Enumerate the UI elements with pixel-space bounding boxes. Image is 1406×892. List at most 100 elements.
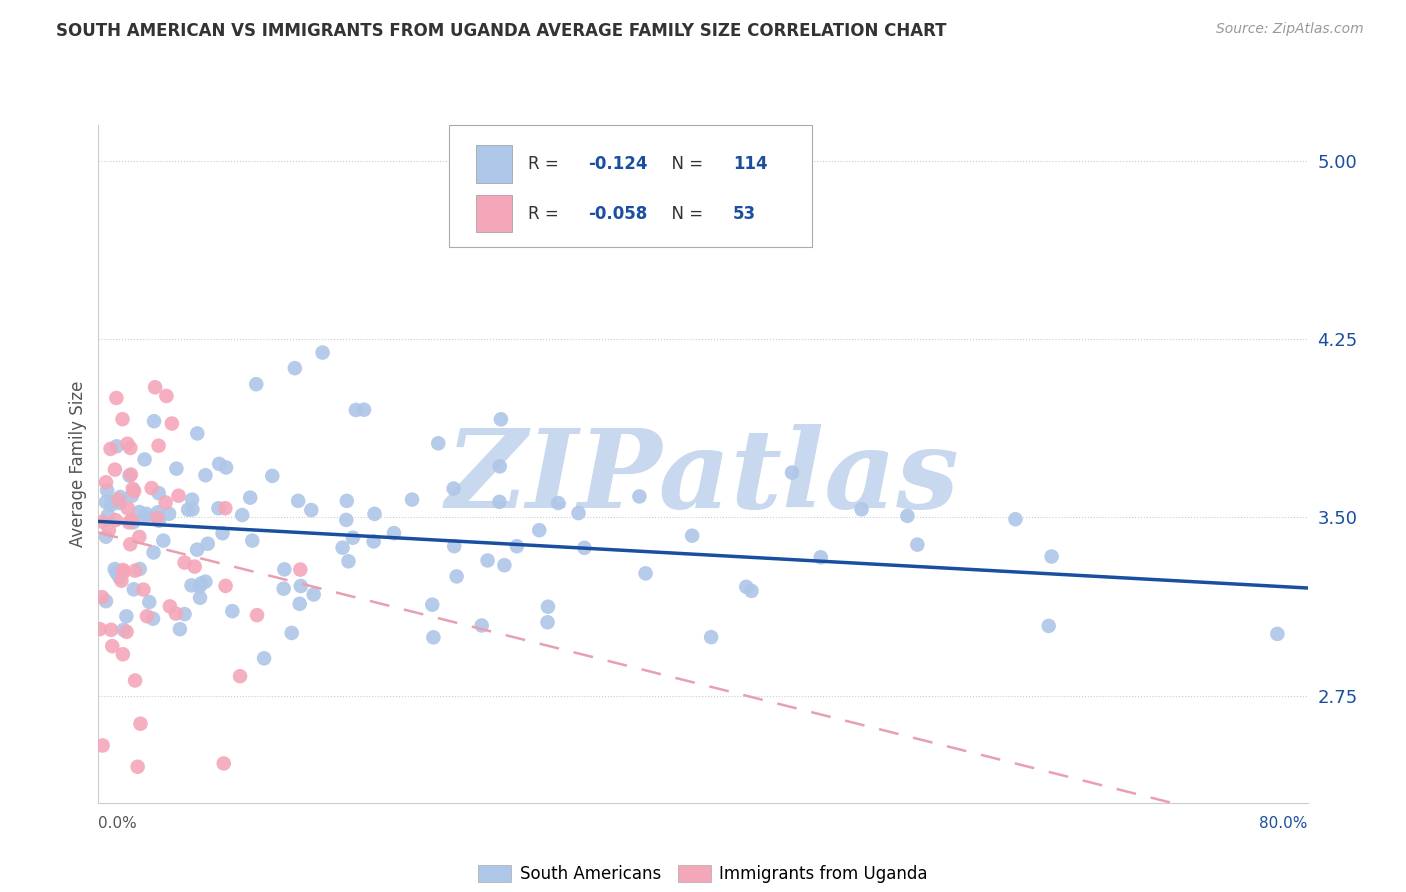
Point (1040, 549, 1063, 564)
Point (121, 513, 143, 527)
Point (488, 495, 510, 509)
Text: N =: N = (661, 205, 709, 223)
Point (146, 511, 169, 525)
Point (239, 491, 262, 505)
Text: R =: R = (527, 205, 564, 223)
Point (173, 607, 195, 621)
Point (700, 630, 723, 644)
Point (160, 417, 183, 431)
Point (208, 457, 231, 471)
Point (120, 467, 142, 482)
Point (127, 760, 149, 774)
Point (118, 516, 141, 530)
Point (190, 576, 212, 591)
Text: -0.124: -0.124 (588, 155, 648, 173)
Point (110, 574, 132, 588)
Point (105, 391, 128, 405)
Point (100, 498, 122, 512)
Point (1038, 619, 1060, 633)
Point (122, 582, 145, 597)
Point (253, 651, 276, 665)
Point (477, 553, 499, 567)
Point (443, 482, 465, 496)
Point (229, 669, 252, 683)
Point (143, 414, 166, 428)
Point (115, 609, 138, 624)
Point (446, 569, 468, 583)
Point (529, 523, 551, 537)
Point (91, 590, 114, 604)
Point (1004, 512, 1026, 526)
Point (574, 541, 596, 555)
Point (112, 565, 135, 579)
Point (105, 439, 128, 453)
Point (427, 436, 450, 450)
Point (100, 495, 122, 509)
Point (134, 510, 156, 524)
Point (567, 506, 589, 520)
Point (337, 554, 360, 568)
Point (471, 618, 494, 632)
Point (1267, 627, 1289, 641)
Point (905, 538, 928, 552)
Point (97, 508, 120, 523)
Point (135, 507, 157, 521)
Point (488, 459, 510, 474)
Point (104, 562, 127, 576)
Point (536, 615, 558, 630)
Text: R =: R = (527, 155, 564, 173)
Point (157, 507, 180, 521)
Point (121, 482, 143, 496)
Point (128, 505, 150, 519)
Point (89, 622, 111, 636)
Point (188, 591, 211, 605)
Point (681, 529, 703, 543)
Point (117, 501, 139, 516)
Point (183, 559, 205, 574)
Point (288, 597, 311, 611)
Point (107, 492, 129, 507)
Point (108, 570, 131, 584)
Point (181, 502, 204, 516)
Point (173, 556, 195, 570)
Point (115, 624, 138, 639)
Point (290, 563, 312, 577)
Point (152, 533, 174, 548)
Point (214, 579, 236, 593)
Point (240, 533, 263, 548)
Text: N =: N = (661, 155, 709, 173)
Point (122, 516, 145, 530)
Point (537, 599, 560, 614)
Legend: South Americans, Immigrants from Uganda: South Americans, Immigrants from Uganda (471, 858, 935, 889)
Point (112, 563, 135, 577)
Point (353, 402, 375, 417)
Text: -0.058: -0.058 (588, 205, 647, 223)
Point (128, 530, 150, 544)
Point (245, 377, 267, 392)
FancyBboxPatch shape (449, 125, 811, 247)
Point (155, 389, 177, 403)
Point (280, 626, 302, 640)
Point (214, 501, 236, 516)
Y-axis label: Average Family Size: Average Family Size (69, 381, 87, 547)
Text: 0.0%: 0.0% (98, 816, 138, 831)
Point (780, 466, 803, 480)
Point (422, 630, 444, 644)
Point (110, 490, 132, 504)
Point (896, 508, 918, 523)
Point (111, 412, 134, 426)
Point (628, 490, 651, 504)
Point (142, 545, 165, 559)
Point (290, 579, 312, 593)
Point (740, 583, 762, 598)
Point (221, 604, 243, 618)
Point (382, 526, 405, 541)
Point (124, 673, 146, 688)
Point (215, 460, 238, 475)
Point (177, 502, 200, 516)
Point (299, 503, 322, 517)
Point (111, 648, 134, 662)
Point (302, 587, 325, 601)
Point (118, 468, 141, 483)
Point (94, 475, 117, 490)
